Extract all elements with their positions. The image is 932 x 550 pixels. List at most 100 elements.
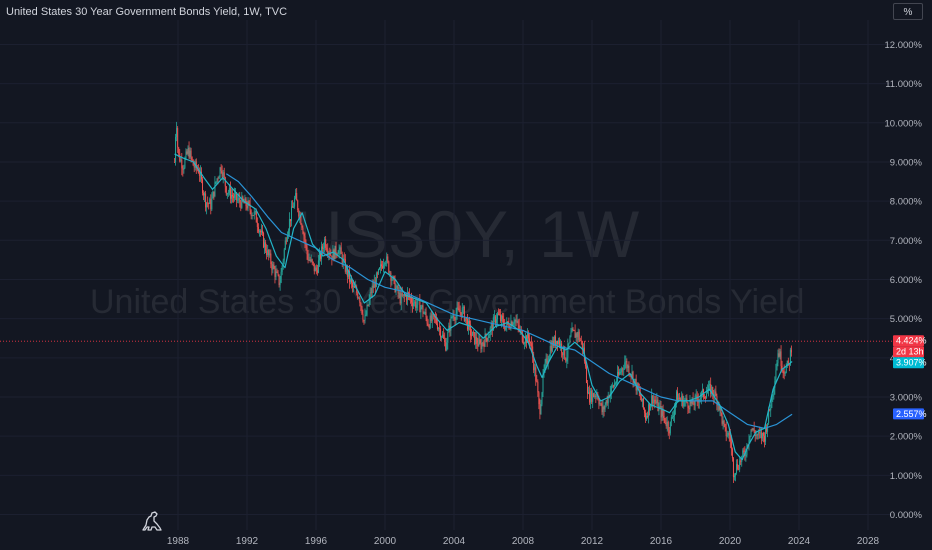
candle-body (366, 304, 368, 315)
candle-body (508, 323, 510, 328)
candle-body (451, 316, 453, 318)
candle-body (528, 332, 530, 339)
candle-body (751, 429, 753, 431)
candle-body (473, 331, 475, 333)
candle-body (444, 338, 446, 343)
candle-body (598, 399, 600, 405)
y-tick-label: 3.000% (890, 392, 923, 403)
candle-body (559, 340, 561, 347)
candle-body (661, 409, 663, 418)
candle-body (286, 235, 288, 242)
candle-body (584, 361, 586, 367)
candle-body (663, 416, 665, 418)
candle-body (613, 383, 615, 387)
candle-body (294, 198, 296, 207)
y-tick-label: 8.000% (890, 197, 923, 208)
candle-body (466, 318, 468, 330)
candle-body (234, 194, 236, 198)
candle-body (582, 347, 584, 350)
candle-body (591, 390, 593, 402)
candle-body (299, 214, 301, 217)
candle-body (410, 297, 412, 299)
x-tick-label: 2016 (650, 536, 673, 547)
candle-body (250, 210, 252, 216)
candle-body (715, 391, 717, 396)
candle-body (304, 236, 306, 242)
candle-body (544, 362, 546, 370)
candle-body (211, 198, 213, 210)
candle-body (442, 334, 444, 337)
candle-body (789, 349, 791, 365)
candle-body (594, 395, 596, 398)
candle-body (723, 420, 725, 425)
candle-body (775, 370, 777, 382)
dinosaur-logo-icon[interactable] (140, 509, 164, 533)
candle-body (436, 323, 438, 330)
x-tick-label: 2028 (857, 536, 880, 547)
candle-body (384, 263, 386, 265)
candle-body (282, 260, 284, 267)
candle-body (541, 392, 543, 405)
x-tick-label: 1988 (167, 536, 190, 547)
candle-body (628, 365, 630, 374)
candle-body (274, 268, 276, 277)
candle-body (524, 336, 526, 344)
candle-body (588, 392, 590, 394)
candle-body (429, 315, 431, 328)
candle-body (291, 206, 293, 222)
price-tag-price (893, 335, 924, 347)
candle-body (545, 358, 547, 363)
percent-unit-button[interactable]: % (893, 3, 923, 20)
candle-body (331, 255, 333, 261)
candle-body (457, 307, 459, 309)
candle-body (509, 327, 511, 329)
candle-body (377, 269, 379, 274)
candle-body (235, 192, 237, 195)
candle-body (228, 187, 230, 193)
candle-body (271, 264, 273, 270)
candle-body (348, 270, 350, 282)
candle-body (210, 199, 212, 210)
candle-body (213, 191, 215, 197)
candle-body (504, 325, 506, 330)
price-tag-label-price: 4.424% (896, 336, 927, 346)
candle-body (284, 240, 286, 250)
candle-body (722, 420, 724, 424)
candle-body (762, 432, 764, 436)
candle-body (455, 313, 457, 320)
candle-body (199, 171, 201, 176)
watermark-symbol: US30Y, 1W (294, 197, 641, 271)
candle-body (423, 313, 425, 315)
candle-body (462, 306, 464, 308)
candle-body (175, 136, 177, 163)
candle-body (534, 367, 536, 371)
candle-body (458, 308, 460, 313)
candle-body (446, 342, 448, 351)
candle-body (709, 383, 711, 386)
candle-body (447, 332, 449, 343)
candle-body (622, 368, 624, 370)
candle-body (414, 301, 416, 304)
candle-body (307, 254, 309, 261)
candle-body (512, 323, 514, 326)
candle-body (666, 421, 668, 427)
candle-body (197, 169, 199, 173)
candle-body (253, 211, 255, 216)
candle-body (647, 416, 649, 417)
candle-body (333, 249, 335, 260)
candle-body (620, 371, 622, 373)
candle-body (530, 342, 532, 344)
candle-body (533, 357, 535, 371)
candle-body (773, 387, 775, 396)
candle-body (475, 337, 477, 344)
candle-body (323, 248, 325, 250)
candle-body (685, 398, 687, 401)
candle-body (380, 264, 382, 268)
candle-body (654, 399, 656, 402)
candle-body (752, 428, 754, 430)
candle-body (753, 428, 755, 433)
candle-body (378, 267, 380, 270)
candle-body (505, 326, 507, 330)
candle-body (652, 395, 654, 404)
